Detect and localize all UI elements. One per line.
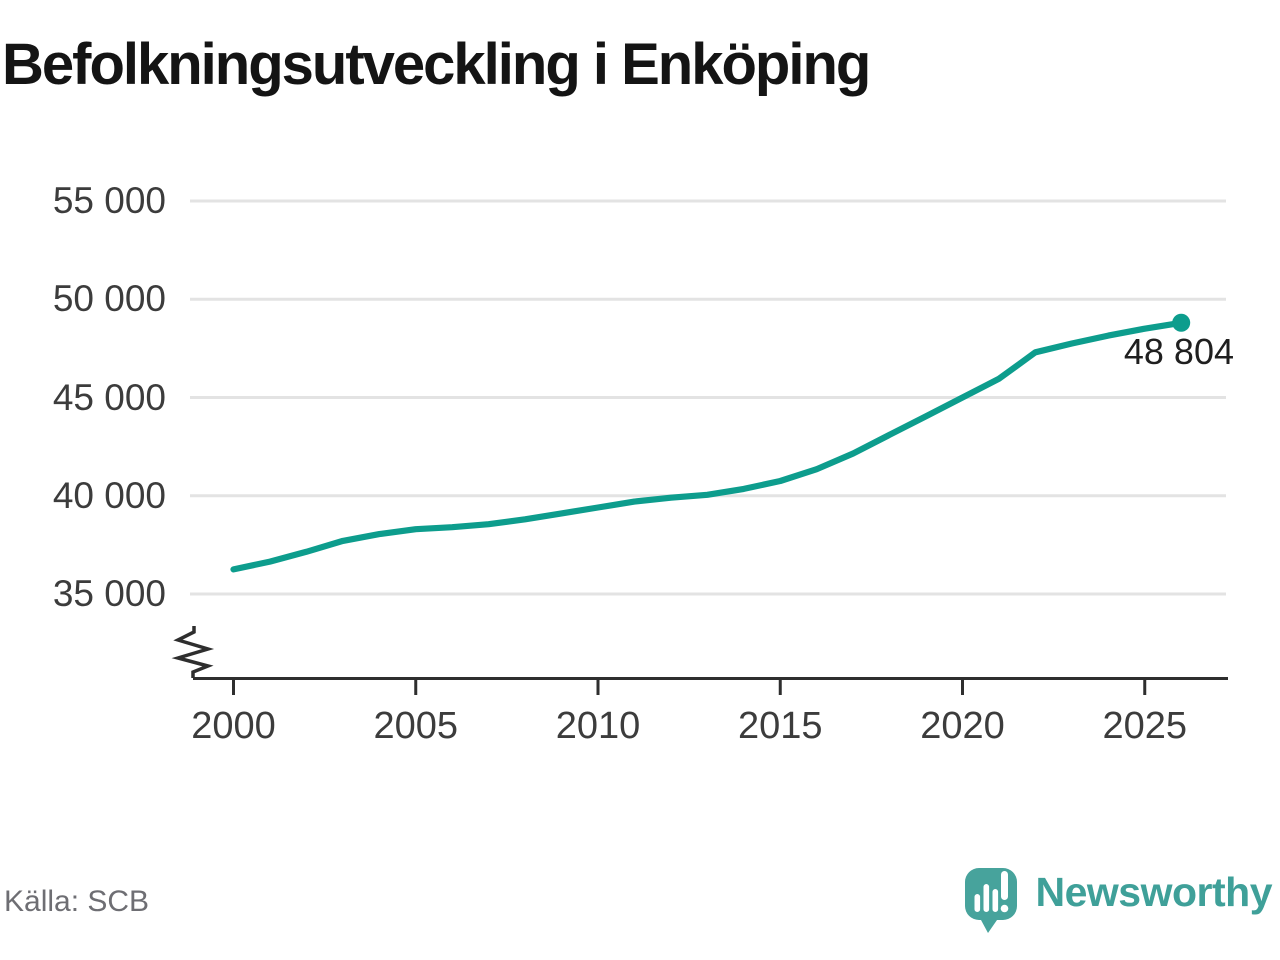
source-label: Källa: SCB [4,885,150,918]
x-axis-ticks [232,678,1147,695]
population-line [230,319,1185,573]
y-tick-label: 45 000 [52,376,166,418]
y-tick-label: 35 000 [52,573,166,614]
logo-bar-chart-icon [974,871,1009,913]
x-tick-label: 2025 [1102,705,1188,747]
newsworthy-logo [965,868,1017,933]
y-tick-label: 40 000 [52,474,166,516]
y-axis-break-icon [171,626,215,678]
gridlines [190,199,1226,596]
latest-value-label: 48 804 [1123,331,1234,372]
x-tick-label: 2015 [737,705,823,747]
latest-point-marker [1172,313,1191,332]
newsworthy-wordmark: Newsworthy [1035,869,1273,915]
y-tick-label: 50 000 [52,278,166,320]
y-tick-label: 55 000 [52,180,166,221]
x-tick-label: 2005 [373,705,459,747]
x-tick-label: 2020 [920,705,1005,747]
chart-title: Befolkningsutveckling i Enköping [2,32,871,97]
population-series [230,313,1191,573]
logo-speech-bubble [965,868,1017,933]
x-tick-label: 2010 [555,705,641,747]
x-tick-label: 2000 [191,705,276,747]
x-axis [171,626,1228,695]
